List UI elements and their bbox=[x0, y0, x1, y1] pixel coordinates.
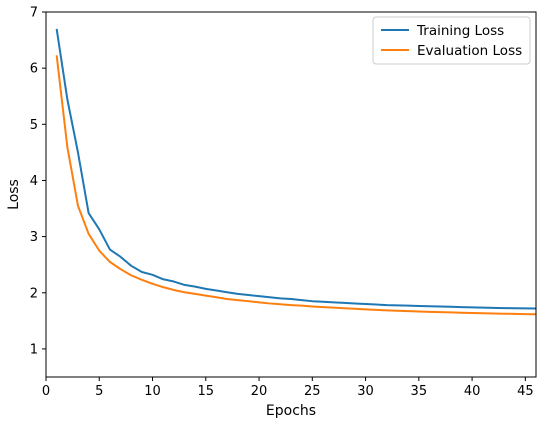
series-line-evaluation-loss bbox=[55, 55, 537, 316]
x-tick-label: 25 bbox=[304, 384, 321, 399]
y-tick-label: 6 bbox=[30, 62, 38, 77]
series-layer bbox=[55, 28, 537, 316]
y-axis-label: Loss bbox=[6, 179, 22, 210]
x-tick-label: 15 bbox=[198, 384, 215, 399]
x-tick-label: 30 bbox=[357, 384, 374, 399]
x-axis-label: Epochs bbox=[266, 403, 316, 419]
x-tick-label: 45 bbox=[517, 384, 534, 399]
series-line-training-loss bbox=[55, 28, 537, 310]
y-tick-label: 7 bbox=[30, 6, 38, 21]
y-tick-label: 3 bbox=[30, 230, 38, 245]
legend-box bbox=[372, 16, 531, 65]
x-tick-label: 5 bbox=[95, 384, 103, 399]
x-tick-label: 20 bbox=[251, 384, 268, 399]
plot-frame bbox=[45, 11, 537, 378]
x-tick-label: 40 bbox=[464, 384, 481, 399]
y-tick-label: 5 bbox=[30, 118, 38, 133]
x-tick-label: 0 bbox=[42, 384, 50, 399]
x-tick-label: 10 bbox=[144, 384, 161, 399]
legend: Training Loss Evaluation Loss bbox=[372, 16, 531, 65]
y-tick-label: 4 bbox=[30, 174, 38, 189]
legend-entry-label: Evaluation Loss bbox=[417, 43, 522, 59]
y-tick-label: 2 bbox=[30, 286, 38, 301]
x-tick-label: 35 bbox=[411, 384, 428, 399]
y-tick-label: 1 bbox=[30, 342, 38, 357]
legend-entry-label: Training Loss bbox=[416, 23, 504, 39]
